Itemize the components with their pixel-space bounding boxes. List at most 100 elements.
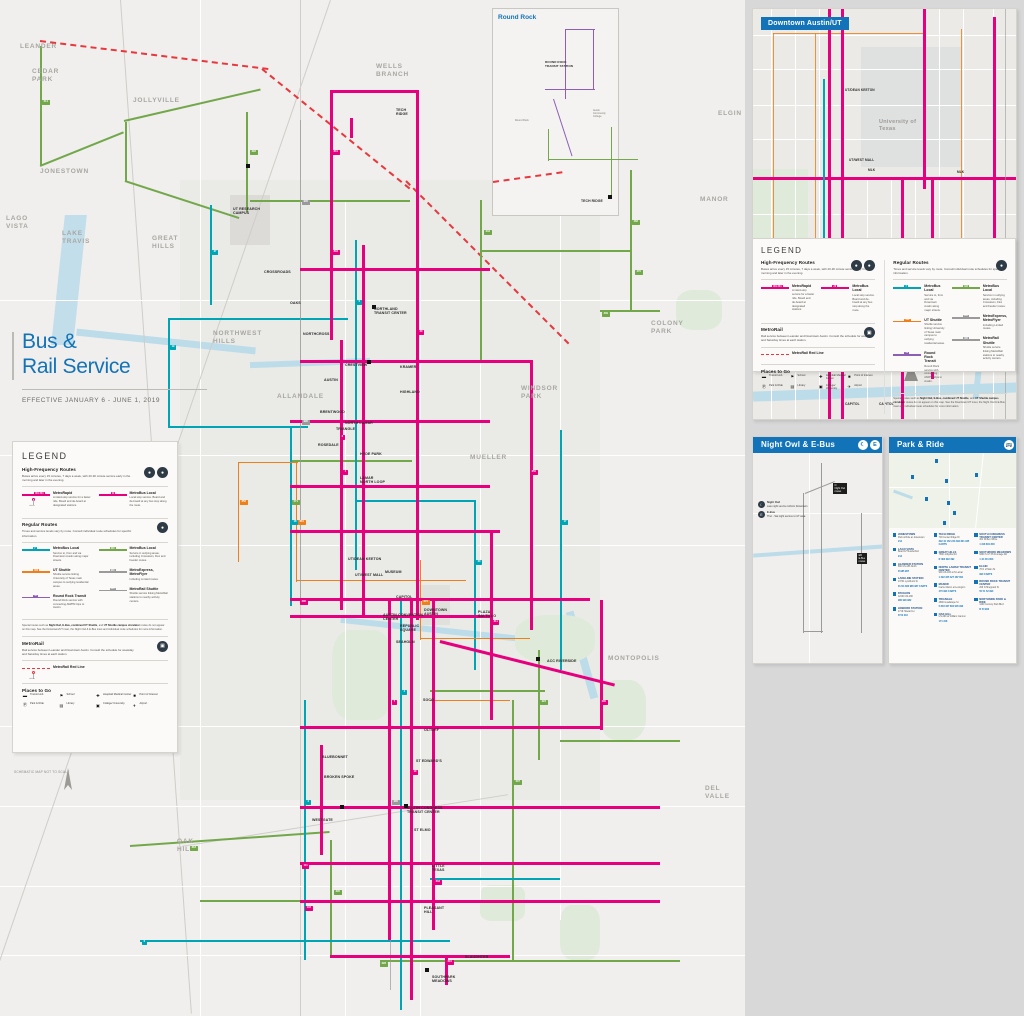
map-stop-label[interactable]: BROKEN SPOKE xyxy=(324,775,355,779)
route-badge[interactable]: 3 xyxy=(340,435,345,440)
route-badge[interactable]: 19 xyxy=(170,345,177,350)
route-badge[interactable]: 339 xyxy=(602,312,610,317)
rr-purple-2[interactable] xyxy=(565,29,595,31)
route-badge[interactable]: 20 xyxy=(418,330,425,335)
route-badge[interactable]: 228 xyxy=(380,962,388,967)
route-green-14[interactable] xyxy=(330,840,332,955)
route-green-2[interactable] xyxy=(39,131,124,167)
route-badge[interactable]: 672 xyxy=(422,600,430,605)
route-badge[interactable]: 17 xyxy=(562,520,569,525)
map-stop-label[interactable]: LAMAR NORTH LOOP xyxy=(360,476,385,485)
legend-item[interactable]: 50 Round Rock Transit Round Rock service w… xyxy=(893,351,945,384)
map-stop-label[interactable]: DOWNTOWN AUSTIN xyxy=(424,608,448,617)
park-ride-item[interactable]: MANOR Carrie Manor at Lexington 470 990 CA… xyxy=(933,583,972,593)
route-pink-cross-2[interactable] xyxy=(300,360,530,363)
route-green-17[interactable] xyxy=(512,700,514,960)
rr-purple-3[interactable] xyxy=(593,29,595,89)
hub-lakeline[interactable] xyxy=(246,164,250,168)
route-pink-burnet[interactable] xyxy=(362,245,365,615)
park-ride-item[interactable]: PAVILION 12400 US-290 980 990 982 xyxy=(893,592,931,602)
route-orange-2[interactable] xyxy=(238,462,298,464)
route-pink-cross-1[interactable] xyxy=(300,268,490,271)
park-ride-item[interactable]: TRIANGLE 4800 Guadalupe St 5 803 337 803 9… xyxy=(933,598,972,608)
route-badge[interactable]: 18 xyxy=(292,520,299,525)
legend-small-panel[interactable]: LEGEND ● ● High-Frequency Routes Buses arriv… xyxy=(752,238,1016,414)
route-green-1[interactable] xyxy=(40,46,42,166)
park-ride-item[interactable]: ELGIN 70 N of Main St 990 CARTS xyxy=(974,565,1012,576)
legend-item[interactable]: MetroRail Red Line xyxy=(761,351,875,359)
route-badge[interactable]: 318 xyxy=(190,846,198,851)
park-ride-item[interactable]: TECH RIDGE 700 Center Ridge Dr 392 10 152 … xyxy=(933,533,972,546)
legend-item[interactable]: 935 MetroExpress, MetroFlyer Including Lim… xyxy=(951,314,1007,331)
legend-panel[interactable]: LEGEND ● ● High-Frequency Routes Buses a… xyxy=(12,441,178,753)
dt-guadalupe-line[interactable] xyxy=(828,9,831,419)
park-ride-item[interactable]: HOWARD STATION 1719 Howard Ln R 50 243 xyxy=(893,607,931,617)
route-orange-7[interactable] xyxy=(430,700,510,702)
map-stop-label[interactable]: BRENTWOOD xyxy=(320,410,345,414)
park-ride-item[interactable]: OAK HILL US-290 at William Cannon 171 318 xyxy=(933,613,972,623)
route-badge[interactable]: 4 xyxy=(402,690,407,695)
route-badge[interactable]: 111 xyxy=(302,864,310,869)
route-teal-2[interactable] xyxy=(168,318,348,320)
route-badge[interactable]: 37 xyxy=(212,250,219,255)
route-pink-pleasant-valley[interactable] xyxy=(490,530,493,720)
route-badge[interactable]: 243 xyxy=(484,230,492,235)
map-stop-label[interactable]: CROSSROADS xyxy=(264,270,291,274)
legend-item[interactable]: 7 MetroBus Local Service to, from and via … xyxy=(893,284,945,313)
route-pink-cross-5[interactable] xyxy=(290,530,500,533)
legend-item-regular[interactable]: 7 MetroBus Local Service to, from and via … xyxy=(22,546,92,563)
route-badge[interactable]: 311 xyxy=(492,620,500,625)
route-teal-10[interactable] xyxy=(140,940,450,942)
route-badge[interactable]: 323 xyxy=(540,700,548,705)
rr-purple-1[interactable] xyxy=(565,29,567,99)
route-badge[interactable]: 803 xyxy=(332,250,340,255)
route-teal-4[interactable] xyxy=(290,426,292,606)
route-badge[interactable]: 466 xyxy=(632,220,640,225)
map-stop-label[interactable]: SOUTH CONGRESS TRANSIT CENTER xyxy=(407,806,443,815)
park-ride-item[interactable]: NORTH LAMAR TRANSIT CENTER 900 US-183 at … xyxy=(933,566,972,579)
park-ride-item[interactable]: ROUND ROCK TRANSIT CENTER 206 N Sheppard … xyxy=(974,580,1012,593)
route-pink-lamar-north[interactable] xyxy=(330,90,333,340)
park-ride-item[interactable]: SOUTH CONGRESS TRANSIT CENTER 301 W Ben W… xyxy=(974,533,1012,546)
legend-item-metrobus-hf[interactable]: 20 MetroBus Local Local stop service. Bo… xyxy=(98,491,169,508)
route-pink-airport[interactable] xyxy=(416,280,419,620)
dt-speedway-line[interactable] xyxy=(923,9,926,189)
night-owl-map[interactable]: N Night Owl routes EB E-Bus routes ☾ Nig… xyxy=(753,453,882,663)
park-ride-item[interactable]: GREAT HILLS 7800 Jollyville Rd R 383 392 3… xyxy=(933,551,972,561)
legend-item[interactable]: 333 MetroBus Local Service in outlying are… xyxy=(951,284,1007,309)
route-badge[interactable]: 935 xyxy=(302,200,310,205)
map-stop-label[interactable]: LITTLE TEXAS xyxy=(432,864,445,873)
route-teal-13[interactable] xyxy=(430,878,560,880)
map-stop-label[interactable]: NORTH LAMAR xyxy=(345,421,373,425)
route-pink-wm-cannon[interactable] xyxy=(300,900,660,903)
route-badge[interactable]: 333 xyxy=(434,880,442,885)
legend-item-regular[interactable]: 50 Round Rock Transit Round Rock service w… xyxy=(22,594,92,611)
route-badge[interactable]: 7 xyxy=(392,700,397,705)
route-pink-sw[interactable] xyxy=(320,745,323,855)
route-pink-congress-south[interactable] xyxy=(410,600,413,1000)
route-badge[interactable]: 214 xyxy=(42,100,50,105)
hub-south-congress[interactable] xyxy=(404,804,408,808)
legend-item-regular[interactable]: 935 MetroExpress, MetroFlyer Including Lim… xyxy=(98,568,169,582)
route-pink-slaughter[interactable] xyxy=(330,955,510,958)
map-stop-label[interactable]: AUSTIN CONVENTION CENTER xyxy=(383,613,424,622)
rr-green-2[interactable] xyxy=(548,129,550,161)
park-ride-item[interactable]: LAGO VISTA Boat Dr/Thunderbird 214 xyxy=(893,548,931,558)
map-stop-label[interactable]: CAPITOL xyxy=(396,595,413,599)
legend-item[interactable]: 801 803 MetroRapid Limited-stop service fo… xyxy=(761,284,814,312)
route-pink-ben-white[interactable] xyxy=(300,806,660,809)
hub-southpark-meadows[interactable] xyxy=(425,968,429,972)
route-green-21[interactable] xyxy=(292,460,412,462)
dt-teal-line[interactable] xyxy=(823,79,825,279)
route-badge[interactable]: 201 xyxy=(446,960,454,965)
route-pink-oltorf[interactable] xyxy=(300,726,600,729)
map-stop-label[interactable]: SEAHOLM xyxy=(396,640,415,644)
park-ride-item[interactable]: JONESTOWN Park & Ride at Jonestown 214 xyxy=(893,533,931,543)
park-ride-item[interactable]: LAKELINE STATION 13701 Lyndhurst St R 214 … xyxy=(893,577,931,588)
route-teal-3[interactable] xyxy=(168,426,308,428)
park-ride-content[interactable]: JONESTOWN Park & Ride at Jonestown 214 LAGO… xyxy=(889,453,1016,663)
rr-purple-4[interactable] xyxy=(553,98,573,157)
route-badge[interactable]: 237 xyxy=(514,780,522,785)
map-stop-label[interactable]: AUSTIN xyxy=(324,378,338,382)
route-badge[interactable]: 100 xyxy=(600,700,608,705)
